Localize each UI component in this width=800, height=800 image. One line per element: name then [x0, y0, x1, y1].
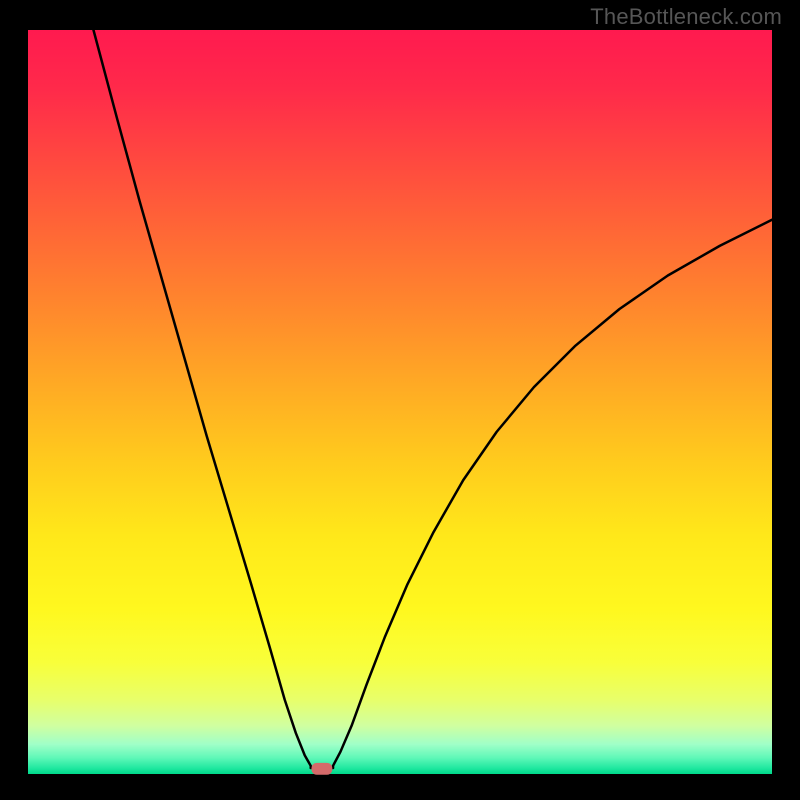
watermark-text: TheBottleneck.com: [590, 4, 782, 30]
plot-background: [28, 30, 772, 774]
optimal-point-marker: [311, 763, 332, 775]
bottleneck-chart: [0, 0, 800, 800]
